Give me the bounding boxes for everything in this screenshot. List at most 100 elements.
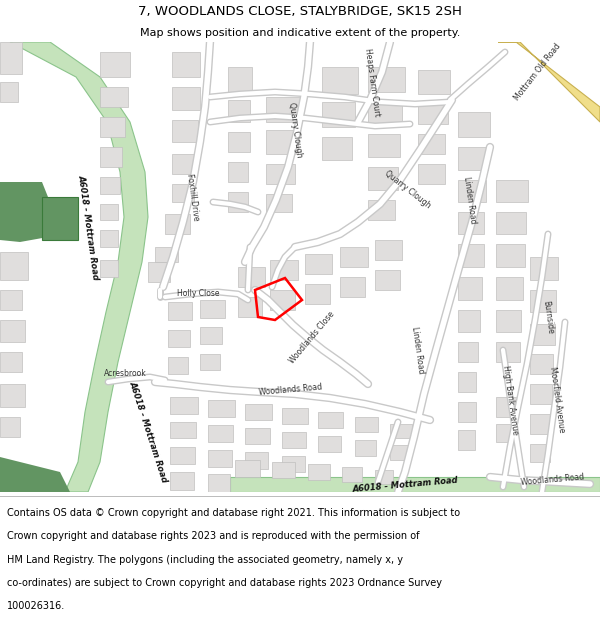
- Polygon shape: [266, 97, 300, 122]
- Polygon shape: [0, 82, 18, 102]
- Polygon shape: [272, 462, 295, 478]
- Polygon shape: [172, 120, 198, 142]
- Text: 100026316.: 100026316.: [7, 601, 65, 611]
- Polygon shape: [530, 324, 555, 345]
- Polygon shape: [238, 267, 265, 287]
- Polygon shape: [100, 260, 118, 277]
- Polygon shape: [458, 180, 486, 202]
- Text: Map shows position and indicative extent of the property.: Map shows position and indicative extent…: [140, 28, 460, 38]
- Polygon shape: [0, 417, 20, 437]
- Polygon shape: [375, 270, 400, 290]
- Text: Crown copyright and database rights 2023 and is reproduced with the permission o: Crown copyright and database rights 2023…: [7, 531, 420, 541]
- Polygon shape: [200, 300, 225, 318]
- Text: A6018 - Mottram Road: A6018 - Mottram Road: [127, 380, 169, 484]
- Polygon shape: [245, 404, 272, 420]
- Polygon shape: [368, 67, 405, 92]
- Polygon shape: [496, 244, 525, 267]
- Polygon shape: [170, 397, 198, 414]
- Polygon shape: [418, 102, 448, 124]
- Polygon shape: [100, 204, 118, 220]
- Text: Moorfield Avenue: Moorfield Avenue: [548, 366, 566, 434]
- Polygon shape: [208, 400, 235, 417]
- Polygon shape: [235, 460, 260, 477]
- Polygon shape: [266, 164, 295, 184]
- Polygon shape: [530, 290, 556, 312]
- Text: Heaps Farm Court: Heaps Farm Court: [363, 48, 381, 117]
- Polygon shape: [458, 372, 476, 392]
- Polygon shape: [375, 240, 402, 260]
- Polygon shape: [172, 184, 194, 202]
- Text: Mottram Old Road: Mottram Old Road: [513, 42, 563, 102]
- Polygon shape: [496, 342, 520, 362]
- Polygon shape: [458, 244, 484, 267]
- Polygon shape: [270, 260, 298, 280]
- Polygon shape: [0, 252, 28, 280]
- Polygon shape: [155, 247, 178, 262]
- Polygon shape: [368, 100, 402, 124]
- Polygon shape: [228, 100, 250, 122]
- Text: Linden Road: Linden Road: [462, 176, 478, 224]
- Polygon shape: [342, 467, 362, 482]
- Polygon shape: [168, 302, 192, 320]
- Polygon shape: [530, 354, 553, 374]
- Text: Linden Road: Linden Road: [410, 326, 426, 374]
- Polygon shape: [458, 342, 478, 362]
- Polygon shape: [170, 447, 195, 464]
- Polygon shape: [228, 192, 248, 212]
- Polygon shape: [172, 154, 196, 174]
- Polygon shape: [266, 194, 292, 212]
- Polygon shape: [200, 354, 220, 370]
- Polygon shape: [368, 167, 398, 190]
- Text: Quarry Clough: Quarry Clough: [287, 102, 304, 158]
- Polygon shape: [0, 290, 22, 310]
- Polygon shape: [100, 230, 118, 247]
- Polygon shape: [530, 257, 558, 280]
- Polygon shape: [322, 67, 358, 94]
- Polygon shape: [322, 137, 352, 160]
- Polygon shape: [318, 412, 343, 428]
- Polygon shape: [0, 42, 22, 74]
- Polygon shape: [238, 297, 262, 317]
- Text: A6018 - Mottram Road: A6018 - Mottram Road: [76, 174, 100, 280]
- Polygon shape: [100, 52, 130, 77]
- Text: 7, WOODLANDS CLOSE, STALYBRIDGE, SK15 2SH: 7, WOODLANDS CLOSE, STALYBRIDGE, SK15 2S…: [138, 5, 462, 18]
- Polygon shape: [168, 357, 188, 374]
- Polygon shape: [208, 474, 230, 492]
- Text: HM Land Registry. The polygons (including the associated geometry, namely x, y: HM Land Registry. The polygons (includin…: [7, 554, 403, 564]
- Polygon shape: [496, 212, 526, 234]
- Polygon shape: [368, 200, 395, 220]
- Polygon shape: [340, 277, 365, 297]
- Text: Contains OS data © Crown copyright and database right 2021. This information is : Contains OS data © Crown copyright and d…: [7, 508, 460, 518]
- Polygon shape: [0, 352, 22, 372]
- Polygon shape: [100, 147, 122, 167]
- Polygon shape: [496, 424, 517, 442]
- Polygon shape: [458, 430, 475, 450]
- Polygon shape: [245, 452, 268, 469]
- Polygon shape: [282, 456, 305, 472]
- Text: Holly Close: Holly Close: [177, 289, 219, 299]
- Polygon shape: [10, 42, 148, 492]
- Polygon shape: [148, 262, 170, 282]
- Text: co-ordinates) are subject to Crown copyright and database rights 2023 Ordnance S: co-ordinates) are subject to Crown copyr…: [7, 578, 442, 587]
- Text: Woodlands Road: Woodlands Road: [520, 472, 584, 488]
- Polygon shape: [458, 310, 480, 332]
- Polygon shape: [0, 320, 25, 342]
- Polygon shape: [228, 162, 248, 182]
- Polygon shape: [172, 52, 200, 77]
- Polygon shape: [172, 87, 200, 110]
- Polygon shape: [0, 384, 25, 407]
- Polygon shape: [496, 277, 523, 300]
- Polygon shape: [305, 254, 332, 274]
- Polygon shape: [228, 67, 252, 92]
- Polygon shape: [0, 457, 70, 492]
- Text: Acresbrook: Acresbrook: [104, 369, 146, 379]
- Text: Foxhill Drive: Foxhill Drive: [185, 173, 201, 221]
- Text: Burnside: Burnside: [541, 299, 555, 334]
- Polygon shape: [208, 450, 232, 467]
- Polygon shape: [230, 477, 600, 492]
- Polygon shape: [168, 330, 190, 347]
- Polygon shape: [368, 134, 400, 157]
- Polygon shape: [100, 177, 120, 194]
- Polygon shape: [200, 327, 222, 344]
- Polygon shape: [498, 42, 600, 122]
